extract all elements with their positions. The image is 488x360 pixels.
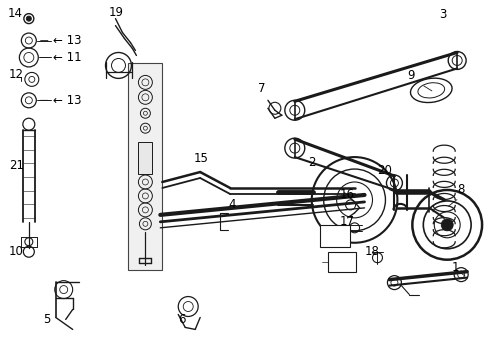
Text: 3: 3	[438, 8, 446, 21]
Circle shape	[26, 16, 31, 21]
Text: 21: 21	[9, 158, 24, 172]
Text: 4: 4	[227, 198, 235, 211]
Bar	[319, 225, 349, 247]
Text: ← 13: ← 13	[53, 94, 81, 107]
Circle shape	[440, 219, 452, 231]
Bar	[327, 252, 355, 272]
Text: ← 13: ← 13	[53, 34, 81, 47]
Text: 17: 17	[339, 215, 354, 228]
Text: 14: 14	[8, 7, 23, 20]
Text: 7: 7	[258, 82, 265, 95]
Text: 16: 16	[339, 188, 354, 202]
Text: ← 11: ← 11	[53, 51, 81, 64]
Text: 8: 8	[456, 184, 464, 197]
Text: 1: 1	[450, 261, 458, 274]
Bar	[128, 63, 162, 270]
Text: 15: 15	[193, 152, 208, 165]
Text: 6: 6	[178, 313, 185, 326]
Text: 9: 9	[407, 69, 414, 82]
Text: 5: 5	[42, 313, 50, 326]
Text: 10: 10	[9, 245, 24, 258]
Text: 18: 18	[364, 245, 379, 258]
Text: 12: 12	[9, 68, 24, 81]
Text: 20: 20	[377, 163, 391, 176]
Bar	[138, 142, 152, 174]
Text: 2: 2	[307, 156, 315, 168]
Text: 19: 19	[108, 6, 123, 19]
